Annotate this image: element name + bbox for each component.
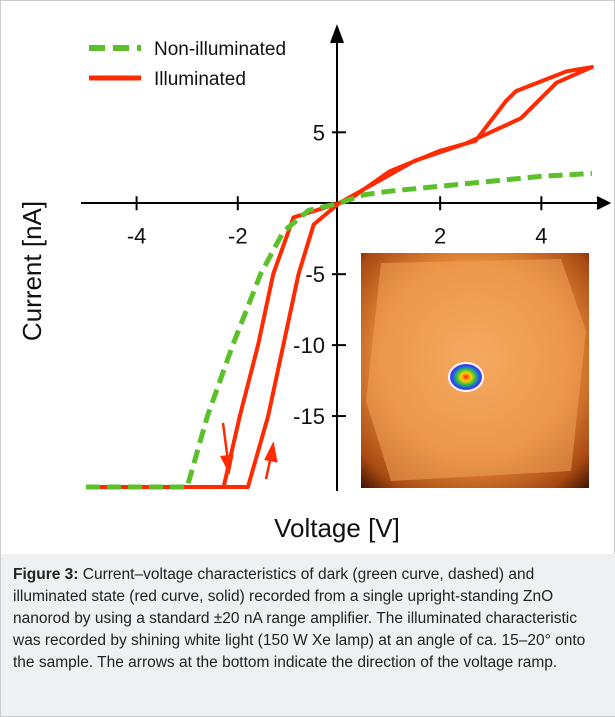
caption-text: Current–voltage characteristics of dark … [13, 566, 585, 671]
x-tick-label: -2 [228, 223, 248, 248]
y-tick-label: -10 [293, 333, 325, 358]
y-axis-title: Current [nA] [17, 201, 47, 341]
up-arrow-head [266, 445, 276, 461]
x-tick-label: -4 [127, 223, 147, 248]
x-tick-label: 2 [434, 223, 446, 248]
caption-label: Figure 3: [13, 566, 78, 583]
x-arrow [597, 197, 609, 209]
y-tick-label: 5 [313, 120, 325, 145]
figure: Current [nA] Voltage [V] -4 -2 2 4 -15 -10 -5 5… [0, 0, 615, 717]
chart: Current [nA] Voltage [V] -4 -2 2 4 -15 -10 -5 5… [1, 1, 614, 554]
legend-label: Illuminated [154, 69, 246, 90]
legend-label: Non-illuminated [154, 39, 286, 60]
y-arrow [331, 27, 343, 43]
caption: Figure 3: Current–voltage characteristic… [1, 554, 615, 716]
y-tick-label: -5 [305, 262, 325, 287]
x-tick-label: 4 [535, 223, 547, 248]
y-tick-label: -15 [293, 404, 325, 429]
inset-spot [449, 363, 483, 391]
x-axis-title: Voltage [V] [274, 513, 400, 543]
